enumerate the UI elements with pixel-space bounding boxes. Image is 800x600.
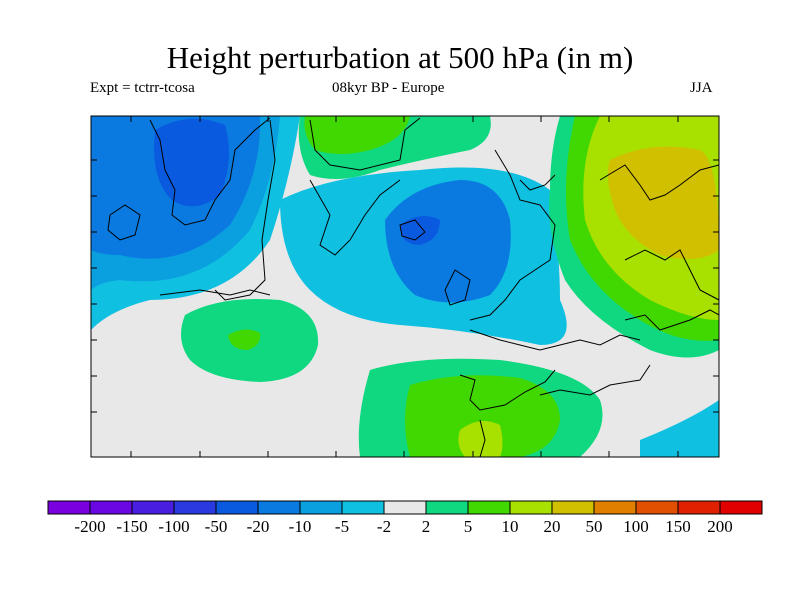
map-title: Height perturbation at 500 hPa (in m) — [166, 40, 634, 75]
contour-yellowgreen-south — [458, 421, 503, 457]
contour-green-west — [228, 329, 261, 350]
colorbar-swatch — [677, 500, 721, 515]
colorbar-label: -200 — [74, 517, 106, 536]
colorbar-swatch — [509, 500, 553, 515]
colorbar-swatch — [425, 500, 469, 515]
colorbar — [47, 500, 763, 515]
colorbar-label: -5 — [334, 517, 350, 536]
contour-green-south — [405, 375, 560, 457]
colorbar-label: -50 — [204, 517, 228, 536]
colorbar-swatch — [89, 500, 133, 515]
period-region-label: 08kyr BP - Europe — [332, 80, 445, 96]
colorbar-swatch — [215, 500, 259, 515]
contour-darkblue-central — [400, 216, 440, 245]
colorbar-label: 150 — [665, 517, 691, 536]
contour-blue-central — [385, 180, 511, 303]
colorbar-label: -100 — [158, 517, 190, 536]
frame-ticks — [91, 116, 719, 457]
colorbar-label: 50 — [585, 517, 603, 536]
map-frame — [90, 115, 720, 458]
colorbar-label: -20 — [246, 517, 270, 536]
colorbar-label: -2 — [376, 517, 392, 536]
colorbar-swatch — [299, 500, 343, 515]
colorbar-swatch — [551, 500, 595, 515]
colorbar-swatch — [593, 500, 637, 515]
colorbar-swatch — [47, 500, 91, 515]
colorbar-label: 5 — [463, 517, 473, 536]
colorbar-swatch — [383, 500, 427, 515]
colorbar-label: 10 — [501, 517, 519, 536]
colorbar-label: -10 — [288, 517, 312, 536]
colorbar-label: 200 — [707, 517, 733, 536]
season-label: JJA — [690, 80, 713, 96]
colorbar-swatch — [635, 500, 679, 515]
colorbar-label: 20 — [543, 517, 561, 536]
colorbar-swatch — [257, 500, 301, 515]
contour-darkblue-west — [154, 118, 229, 207]
contour-cyan-southeast — [640, 400, 719, 457]
colorbar-swatch — [719, 500, 763, 515]
colorbar-label: -150 — [116, 517, 148, 536]
colorbar-swatch — [131, 500, 175, 515]
contour-olive-east — [607, 146, 719, 259]
colorbar-swatch — [467, 500, 511, 515]
colorbar-label: 100 — [623, 517, 649, 536]
colorbar-label: 2 — [421, 517, 431, 536]
colorbar-swatch — [341, 500, 385, 515]
coastlines — [107, 117, 719, 457]
experiment-label: Expt = tctrr-tcosa — [90, 80, 195, 96]
colorbar-swatch — [173, 500, 217, 515]
contour-green-north — [304, 116, 410, 154]
contour-field — [91, 116, 719, 457]
